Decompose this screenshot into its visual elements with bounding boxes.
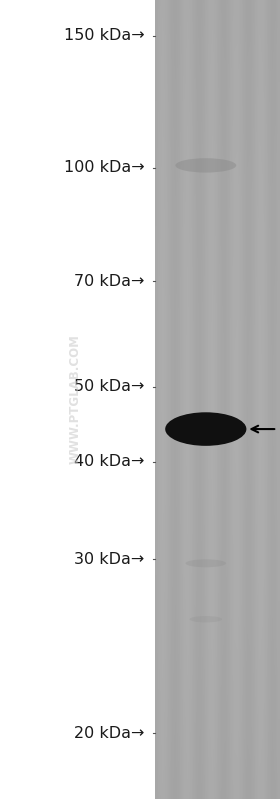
Ellipse shape — [165, 412, 246, 446]
Ellipse shape — [190, 616, 222, 622]
Text: 150 kDa→: 150 kDa→ — [64, 29, 144, 43]
Bar — [155, 0, 280, 799]
Text: 100 kDa→: 100 kDa→ — [64, 161, 144, 175]
Text: 40 kDa→: 40 kDa→ — [74, 455, 144, 469]
Text: 30 kDa→: 30 kDa→ — [74, 552, 144, 566]
Text: 20 kDa→: 20 kDa→ — [74, 726, 144, 741]
Text: WWW.PTGLAB.COM: WWW.PTGLAB.COM — [69, 335, 82, 464]
Text: 50 kDa→: 50 kDa→ — [74, 380, 144, 394]
Ellipse shape — [175, 158, 236, 173]
Ellipse shape — [185, 559, 226, 567]
Text: 70 kDa→: 70 kDa→ — [74, 274, 144, 288]
